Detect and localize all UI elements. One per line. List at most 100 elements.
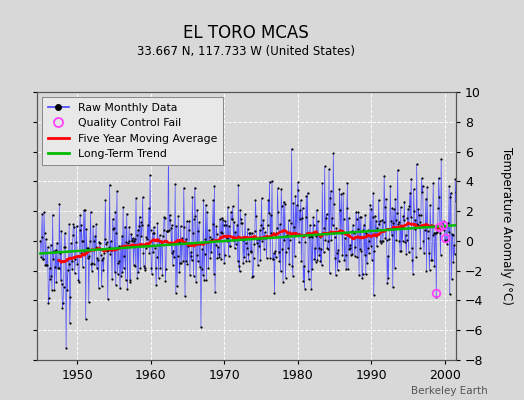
Point bbox=[187, 249, 195, 255]
Point bbox=[194, 228, 203, 234]
Point bbox=[302, 193, 311, 199]
Point bbox=[37, 233, 46, 240]
Point bbox=[286, 230, 294, 236]
Point bbox=[47, 273, 56, 280]
Point bbox=[210, 271, 218, 277]
Point bbox=[374, 231, 382, 238]
Point bbox=[358, 271, 367, 277]
Point bbox=[109, 226, 117, 232]
Point bbox=[84, 245, 92, 251]
Point bbox=[185, 218, 193, 224]
Point bbox=[389, 284, 397, 290]
Point bbox=[311, 245, 319, 251]
Point bbox=[412, 254, 420, 260]
Point bbox=[286, 237, 294, 243]
Point bbox=[335, 186, 344, 192]
Point bbox=[106, 250, 114, 257]
Point bbox=[42, 236, 50, 242]
Point bbox=[363, 260, 371, 266]
Text: Berkeley Earth: Berkeley Earth bbox=[411, 386, 487, 396]
Point bbox=[202, 276, 211, 283]
Point bbox=[90, 238, 98, 244]
Point bbox=[43, 244, 52, 250]
Point bbox=[346, 244, 355, 251]
Point bbox=[206, 237, 215, 243]
Point bbox=[232, 240, 240, 247]
Point bbox=[451, 176, 460, 182]
Point bbox=[416, 218, 424, 225]
Point bbox=[203, 238, 212, 245]
Point bbox=[308, 266, 316, 272]
Point bbox=[178, 239, 187, 246]
Point bbox=[223, 238, 231, 244]
Point bbox=[144, 222, 152, 228]
Point bbox=[339, 190, 347, 196]
Point bbox=[281, 275, 290, 282]
Point bbox=[274, 209, 282, 216]
Point bbox=[36, 238, 45, 244]
Point bbox=[173, 283, 181, 289]
Point bbox=[394, 221, 402, 228]
Point bbox=[387, 218, 395, 224]
Point bbox=[50, 248, 58, 254]
Point bbox=[127, 236, 136, 243]
Point bbox=[261, 232, 270, 239]
Point bbox=[246, 230, 254, 236]
Point bbox=[50, 286, 59, 293]
Point bbox=[300, 285, 309, 292]
Point bbox=[406, 214, 414, 220]
Point bbox=[285, 261, 293, 268]
Point bbox=[61, 244, 70, 250]
Point bbox=[400, 198, 409, 205]
Point bbox=[219, 217, 227, 223]
Point bbox=[390, 264, 399, 271]
Point bbox=[221, 252, 229, 259]
Point bbox=[129, 262, 138, 268]
Point bbox=[130, 238, 138, 244]
Point bbox=[113, 188, 121, 194]
Point bbox=[249, 254, 258, 261]
Point bbox=[317, 246, 325, 252]
Point bbox=[57, 276, 65, 283]
Point bbox=[99, 255, 107, 261]
Point bbox=[213, 254, 222, 261]
Point bbox=[158, 272, 167, 278]
Point bbox=[198, 246, 206, 252]
Point bbox=[199, 272, 207, 278]
Point bbox=[275, 257, 283, 264]
Point bbox=[274, 185, 282, 192]
Point bbox=[334, 247, 342, 253]
Point bbox=[227, 216, 236, 222]
Point bbox=[272, 225, 281, 232]
Point bbox=[220, 221, 228, 228]
Point bbox=[224, 204, 232, 210]
Point bbox=[235, 263, 243, 269]
Point bbox=[188, 257, 196, 263]
Point bbox=[450, 242, 458, 248]
Point bbox=[238, 237, 247, 243]
Point bbox=[236, 216, 245, 222]
Point bbox=[312, 233, 320, 240]
Point bbox=[432, 294, 441, 300]
Point bbox=[359, 227, 367, 233]
Point bbox=[118, 232, 126, 239]
Point bbox=[407, 176, 416, 182]
Point bbox=[119, 265, 128, 272]
Point bbox=[390, 206, 398, 212]
Point bbox=[108, 216, 117, 222]
Text: 33.667 N, 117.733 W (United States): 33.667 N, 117.733 W (United States) bbox=[137, 45, 355, 58]
Point bbox=[152, 282, 160, 288]
Point bbox=[310, 222, 318, 228]
Point bbox=[92, 221, 100, 228]
Point bbox=[289, 273, 297, 279]
Point bbox=[141, 245, 150, 252]
Point bbox=[279, 278, 287, 285]
Point bbox=[308, 234, 316, 240]
Point bbox=[59, 300, 67, 306]
Point bbox=[429, 232, 437, 238]
Point bbox=[93, 265, 101, 271]
Point bbox=[321, 236, 330, 243]
Point bbox=[148, 230, 157, 236]
Point bbox=[319, 249, 328, 256]
Point bbox=[369, 190, 377, 196]
